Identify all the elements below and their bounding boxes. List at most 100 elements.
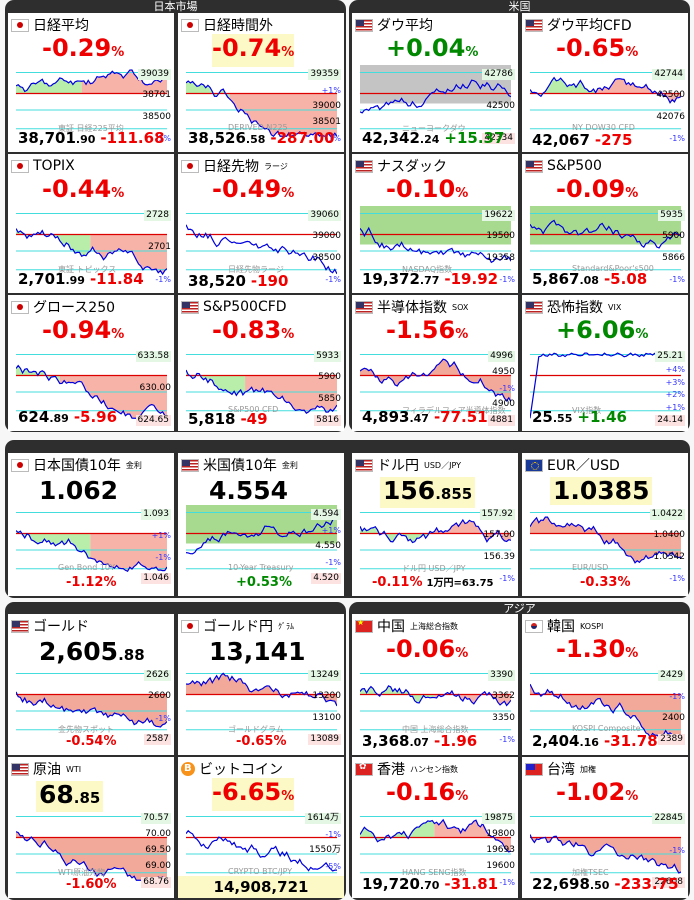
flag-jp-icon	[11, 18, 29, 32]
current-value: 2,605.88	[36, 638, 148, 669]
axis-tick-label: 70.57	[141, 813, 171, 824]
price-change: -49	[240, 410, 268, 428]
axis-tick-label: -1%	[669, 692, 685, 702]
percent-sign: %	[625, 646, 639, 661]
flag-us-icon	[181, 458, 199, 472]
tile-dow[interactable]: ダウ平均 ニューヨークダウ 42786 42500 42334 +0.04% 42,342.…	[352, 13, 518, 152]
axis-tick-label: 2389	[658, 734, 685, 745]
price-row: 624.89 -5.96	[18, 408, 117, 428]
tile-name-row: ダウ平均CFD	[525, 16, 632, 34]
axis-tick-label: +1%	[321, 526, 341, 535]
axis-tick-label: -1%	[669, 846, 685, 855]
tile-oil[interactable]: 原油 WTI WTI原油先物 70.57 70.00 69.50 69.00 68.76 68.…	[8, 757, 174, 898]
tile-gold-jpy[interactable]: ゴールド円 ｸﾞﾗﾑ ゴールドグラム 13249 13200 13100 13089 13,1…	[178, 614, 344, 755]
percent-value: -0.44	[42, 175, 112, 203]
percent-value: -0.65	[556, 34, 626, 62]
axis-tick-label: 22845	[652, 813, 685, 824]
tile-subname: VIX	[608, 302, 622, 312]
tile-taiwan[interactable]: 台湾 加権 加権TSEC 22845 -1% 22608 -1.02% 22,698.50 -2…	[522, 757, 688, 898]
sparkline-chart	[530, 673, 681, 739]
tile-name-row: 日経先物 ラージ	[181, 157, 288, 175]
tile-nikkei[interactable]: 日経平均 東証 日経225平均 39039 38701 38500 -1% -0.29% 38…	[8, 13, 174, 152]
percent-change: -0.06%	[386, 635, 468, 668]
tile-name: 台湾	[547, 762, 575, 778]
tile-nikkei-night[interactable]: 日経時間外 DERIVED N225 39359 +1% 39000 38501 -1% -0…	[178, 13, 344, 152]
tile-name: 韓国	[547, 619, 575, 635]
tile-vix[interactable]: 恐怖指数 VIX VIX指数 25.21 +4% +3% +2% +1% 24.14 +6.06%…	[522, 295, 688, 431]
chart-loss-area	[90, 234, 167, 275]
percent-change: +0.04%	[386, 34, 478, 67]
price-main: 2,404	[532, 732, 580, 750]
price-decimal: .16	[579, 736, 599, 749]
sparkline-chart	[16, 354, 167, 419]
tile-sp500-cfd[interactable]: S&P500CFD S&P500 CFD 5933 5900 5850 5816 -0.83…	[178, 295, 344, 431]
price-change: -1.96	[433, 732, 478, 750]
chart-loss-area	[530, 834, 681, 874]
tile-name-row: 韓国 KOSPI	[525, 617, 603, 635]
chart-watermark: S&P500 CFD	[228, 405, 279, 414]
price-row: 38,520 -190	[188, 272, 288, 290]
flag-us-icon	[355, 458, 373, 472]
tile-jgb10[interactable]: 日本国債10年 金利 Gen.Bond 10Y 1.093 +1% -1% 1.046 1.0…	[8, 453, 174, 596]
tile-name: 恐怖指数	[547, 300, 603, 316]
price-row: 19,720.70 -31.81	[362, 875, 498, 895]
group-title-asia: アジア	[503, 602, 536, 615]
tile-eurusd[interactable]: EUR／USD EUR/USD 1.0422 1.0400 1.0342 -1% 1.038…	[522, 453, 688, 596]
chart-loss-area	[595, 78, 681, 103]
flag-hk-icon	[355, 762, 373, 776]
tile-subname: 金利	[281, 460, 298, 470]
axis-tick-label: 156.39	[483, 551, 516, 562]
tile-korea[interactable]: 韓国 KOSPI KOSPI Composite 2429 -1% 2400 2389 -1.…	[522, 614, 688, 755]
price-decimal: .24	[419, 133, 440, 146]
tile-name-row: ビットコイン	[181, 760, 283, 778]
chart-background-area	[530, 206, 681, 245]
percent-value: -0.65	[236, 734, 274, 749]
percent-value: -0.33	[580, 575, 618, 590]
axis-tick-label: +3%	[665, 377, 685, 387]
tile-name: 日経先物	[203, 159, 259, 175]
percent-value: +0.53	[236, 575, 279, 590]
flag-us-icon	[525, 18, 543, 32]
tile-sox[interactable]: 半導体指数 SOX フィラデルフィア半導体指数 4996 4950 -1% 4900 4881…	[352, 295, 518, 431]
chart-price-line	[360, 358, 511, 403]
tile-growth250[interactable]: グロース250 633.58 630.00 624.65 -0.94% 624.89 -5.…	[8, 295, 174, 431]
flag-kr-icon	[525, 619, 543, 633]
chart-area	[186, 505, 337, 580]
price-change: -190	[250, 272, 289, 290]
price-row: 42,342.24 +15.37	[362, 129, 504, 149]
chart-price-line	[360, 518, 511, 544]
tile-nikkei-futures[interactable]: 日経先物 ラージ 日経先物ラージ 39060 39000 38500 -1% -0.49% 38…	[178, 154, 344, 293]
percent-sign: %	[465, 45, 479, 60]
chart-area	[16, 505, 167, 580]
chart-area	[16, 206, 167, 281]
chart-gain-area	[16, 365, 60, 384]
tile-topix[interactable]: TOPIX 東証 トピックス 2728 2701 -1% -0.44% 2,701.99 -1…	[8, 154, 174, 293]
tile-nasdaq[interactable]: ナスダック NASDAQ指数 19622 19500 19358 -1% -0.10% 19,…	[352, 154, 518, 293]
current-value-decimal: .85	[73, 789, 101, 807]
price-change: +1.46	[577, 408, 627, 426]
tile-sp500[interactable]: S&P500 Standard&Poor's500 5935 5900 5866 -1% -…	[522, 154, 688, 293]
percent-value: +0.04	[386, 34, 466, 62]
axis-ticks: 25.21 +4% +3% +2% +1% 24.14	[647, 347, 685, 426]
percent-sign: %	[103, 734, 117, 749]
axis-tick-label: -1%	[669, 275, 685, 284]
tile-ust10[interactable]: 米国債10年 金利 10-Year Treasury 4.594 +1% 4.550 -1%…	[178, 453, 344, 596]
sparkline-chart	[530, 206, 681, 271]
percent-value: -0.83	[212, 316, 282, 344]
chart-watermark: 金先物スポット	[58, 725, 114, 734]
percent-change: -1.56%	[386, 316, 468, 349]
sparkline-chart	[16, 213, 167, 276]
chart-price-line	[360, 818, 511, 853]
tile-usdjpy[interactable]: ドル円 USD／JPY ドル円 USD／JPY 157.92 157.00 156.39-…	[352, 453, 518, 596]
price-main: 38,520	[188, 272, 246, 290]
chart-price-line	[16, 69, 167, 93]
tile-name-row: EUR／USD	[525, 456, 620, 474]
conversion-note: 1万円=63.75	[426, 578, 494, 589]
axis-tick-label: 4881	[488, 415, 515, 426]
flag-us-icon	[355, 18, 373, 32]
tile-dow-cfd[interactable]: ダウ平均CFD NY DOW30 CFD 42744 42500 42076 -1% -0.…	[522, 13, 688, 152]
tile-gold[interactable]: ゴールド 金先物スポット 2626 2600 -1% 2587 2,605.88 -0.54%	[8, 614, 174, 755]
